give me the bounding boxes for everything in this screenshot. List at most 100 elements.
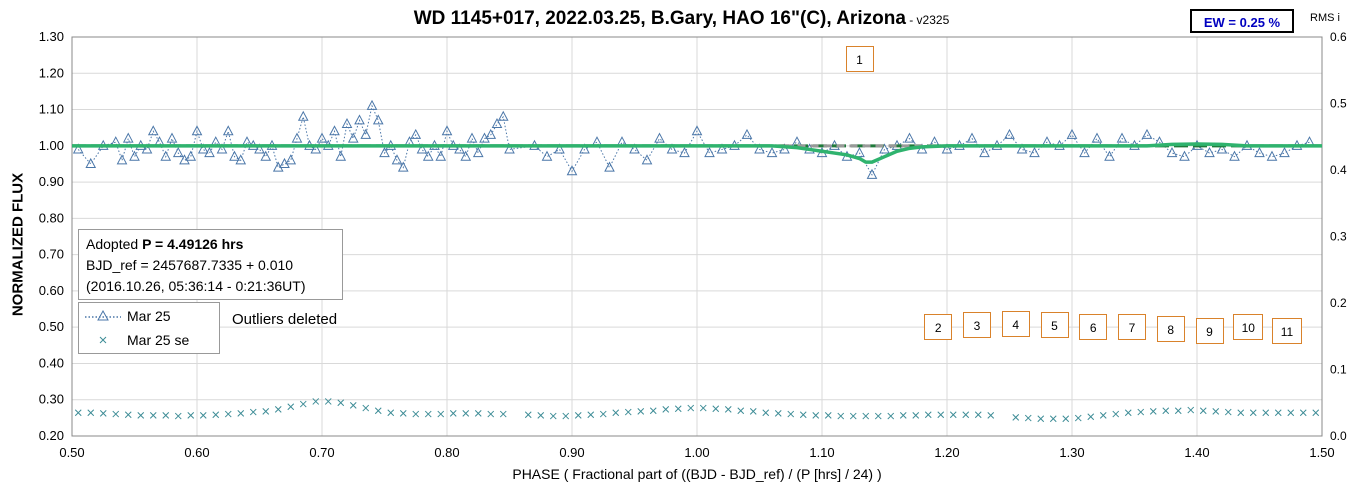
y-tick-label: 0.20 [39,428,64,443]
flux-point [410,128,422,139]
flux-point [741,128,753,139]
y-tick-label: 0.90 [39,174,64,189]
rms-point [762,409,770,417]
rms-point [1299,409,1307,417]
right-axis-ticks: 0.0 0.1 0.2 0.3 0.4 0.5 0.6 [1330,30,1347,443]
rms-point [74,409,82,417]
flux-point [566,165,578,176]
flux-point [372,114,384,125]
dip-tag-10: 10 [1233,314,1264,341]
flux-point [360,128,372,139]
flux-point [641,154,653,165]
triangle-marker-icon [85,309,121,321]
rms-point [187,412,195,419]
rms-point [849,412,857,420]
flux-point [116,154,128,165]
x-tick-label: 1.40 [1184,445,1209,460]
model-curve [72,142,1322,164]
flux-point [466,132,478,143]
flux-point [397,161,409,172]
rms-point [99,410,107,417]
legend-item-rms: Mar 25 se [85,330,189,350]
period-prefix: Adopted [86,236,143,252]
flux-point [160,150,172,161]
plot-area-border [71,36,1323,437]
bjd-ref-line: BJD_ref = 2457687.7335 + 0.010 [86,257,294,273]
flux-point [1116,132,1128,143]
flux-point [310,143,322,154]
flux-point [497,110,509,121]
rms-point [137,412,145,419]
flux-point [129,150,140,161]
x-axis-ticks: 0.50 0.60 0.70 0.80 0.90 1.00 1.10 1.20 1.30 1.40… [59,445,1334,460]
dip-tag-9: 9 [1195,317,1224,344]
flux-point [629,143,640,154]
flux-point [235,154,247,165]
rms-point [1087,413,1095,421]
flux-point [691,125,703,136]
rms-point [937,411,945,419]
dip-tag-3: 3 [963,312,991,339]
flux-point [141,143,153,154]
rms-point [1112,410,1120,418]
flux-point [485,128,497,139]
rms-point [1162,407,1170,415]
flux-point [347,132,359,143]
flux-point [854,147,865,158]
flux-point [166,132,178,143]
rms-point [1174,407,1182,415]
period-value: P = 4.49126 hrs [142,236,244,252]
flux-point [604,161,615,172]
rms-point [212,411,220,419]
flux-point [291,132,303,143]
flux-point [666,143,678,154]
y2-tick-label: 0.0 [1330,429,1347,443]
x-tick-label: 0.80 [434,445,459,460]
rms-point [1274,409,1282,417]
flux-point [879,143,890,154]
rms-point [149,412,157,419]
rms-axis-label: RMS i [1310,12,1340,24]
rms-point [724,406,732,413]
rms-point [1062,415,1070,423]
flux-point [766,147,778,158]
rms-point [299,400,307,408]
flux-point [704,147,715,158]
rms-point [912,412,920,419]
flux-point [435,150,447,161]
flux-point [1079,147,1090,158]
dip-tag-4: 4 [1001,310,1030,337]
flux-point [297,110,309,121]
rms-point [449,410,457,417]
rms-point [324,398,332,405]
rms-point [662,406,670,413]
rms-point [1237,409,1245,417]
flux-point [1216,143,1228,154]
bjd-date-line: (2016.10.26, 05:36:14 - 0:21:36UT) [86,278,306,294]
flux-point [472,147,484,158]
flux-point [147,125,159,136]
y-tick-label: 0.80 [39,210,64,225]
dip-tag-1: 1 [845,45,874,72]
flux-point [316,132,328,143]
y-tick-label: 0.30 [39,392,64,407]
rms-point [312,398,320,405]
y-tick-label: 1.00 [39,138,64,153]
flux-point [679,147,690,158]
flux-point [85,157,97,168]
rms-point [112,410,120,418]
rms-point [174,412,182,420]
rms-point [924,411,932,419]
flux-point [1204,147,1215,158]
flux-point [979,147,990,158]
flux-point [1141,128,1153,139]
flux-point [454,143,465,154]
flux-point [579,143,590,154]
rms-point [612,409,620,417]
rms-point [774,410,782,417]
flux-point [391,154,403,165]
rms-point [737,407,745,415]
rms-point [899,412,907,419]
rms-point [1287,409,1295,417]
y-tick-label: 0.70 [39,247,64,262]
